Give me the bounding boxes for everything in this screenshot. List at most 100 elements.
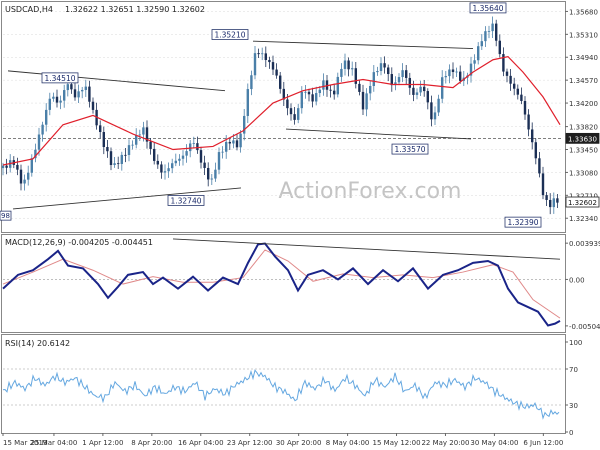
price-y-tick-label: 1.33820 xyxy=(569,124,598,132)
price-badge xyxy=(565,196,600,208)
candle-body xyxy=(250,75,253,90)
candle-body xyxy=(257,53,260,55)
candle-body xyxy=(196,143,199,151)
candle-body xyxy=(430,102,433,120)
macd-y-tick-label: 0.00 xyxy=(569,276,585,284)
candle-body xyxy=(45,109,48,125)
candle-body xyxy=(459,71,462,81)
candle-body xyxy=(41,124,44,135)
candle-body xyxy=(81,89,84,92)
candle-body xyxy=(495,23,498,41)
candle-body xyxy=(502,54,505,72)
candle-body xyxy=(405,70,408,78)
candle-body xyxy=(145,127,149,142)
candle-body xyxy=(27,172,30,180)
candle-body xyxy=(369,86,372,94)
candle-body xyxy=(401,70,404,78)
candle-body xyxy=(55,96,59,103)
candle-body xyxy=(135,135,138,145)
x-tick-label: 23 Apr 12:00 xyxy=(227,439,273,447)
candle-body xyxy=(160,164,163,173)
price-label-box xyxy=(41,72,79,84)
candle-body xyxy=(109,151,113,166)
watermark: ActionForex.com xyxy=(279,179,462,204)
candle-body xyxy=(304,91,307,93)
candle-body xyxy=(203,162,206,168)
candle-body xyxy=(124,154,127,156)
candle-body xyxy=(30,158,33,173)
candle-body xyxy=(315,93,318,102)
candle-body xyxy=(469,63,473,76)
candle-body xyxy=(171,163,174,169)
candle-body xyxy=(365,93,368,110)
candle-body xyxy=(70,84,73,90)
candle-body xyxy=(376,71,379,73)
candle-body xyxy=(77,91,80,98)
candle-body xyxy=(552,198,555,208)
candle-body xyxy=(387,67,390,75)
x-tick-label: 25 Mar 04:00 xyxy=(31,439,78,447)
candle-body xyxy=(455,71,458,73)
price-label-box xyxy=(211,29,249,40)
candle-body xyxy=(426,91,429,103)
candle-body xyxy=(451,69,455,73)
candle-body xyxy=(379,63,383,72)
candle-body xyxy=(531,129,534,143)
candle-body xyxy=(415,92,419,95)
candle-body xyxy=(282,88,285,100)
candle-body xyxy=(59,100,62,103)
candle-body xyxy=(541,173,545,196)
price-badge-label: 1.32602 xyxy=(568,199,597,207)
x-tick-label: 8 Apr 20:00 xyxy=(131,439,172,447)
candle-body xyxy=(286,99,289,109)
candle-body xyxy=(333,90,336,95)
candle-body xyxy=(343,60,347,69)
macd-y-tick-label: -0.005044 xyxy=(569,323,600,331)
x-tick-label: 1 Apr 12:00 xyxy=(82,439,123,447)
candle-body xyxy=(383,63,386,68)
candle-body xyxy=(167,168,170,172)
candle-body xyxy=(505,71,509,76)
candle-body xyxy=(16,164,19,170)
candle-body xyxy=(441,77,444,99)
candle-body xyxy=(19,169,23,184)
x-tick-label: 30 Apr 20:00 xyxy=(276,439,322,447)
price-header-symbol: USDCAD,H4 xyxy=(5,5,53,14)
candle-body xyxy=(354,68,357,84)
macd-line xyxy=(2,242,561,327)
x-tick-label: 30 May 04:00 xyxy=(470,439,518,447)
candle-body xyxy=(520,94,523,101)
candle-body xyxy=(307,91,311,95)
candle-body xyxy=(293,114,296,120)
price-badge xyxy=(565,132,600,144)
price-label: 1.33570 xyxy=(394,145,425,154)
candle-body xyxy=(185,151,188,156)
x-tick-label: 22 May 20:00 xyxy=(421,439,469,447)
price-label-box xyxy=(504,216,542,228)
price-y-tick-label: 1.35310 xyxy=(569,31,598,39)
candle-body xyxy=(106,147,109,152)
candle-body xyxy=(253,53,257,76)
macd-panel: 0.003939 0.00 -0.005044 xyxy=(2,238,600,331)
candle-body xyxy=(412,87,415,95)
candle-body xyxy=(48,98,51,110)
candle-body xyxy=(113,163,116,166)
candle-body xyxy=(351,68,354,70)
price-label-box xyxy=(167,195,205,206)
candle-body xyxy=(189,143,192,152)
candle-body xyxy=(556,198,559,203)
candle-body xyxy=(487,31,491,32)
candle-body xyxy=(117,163,120,165)
candle-body xyxy=(91,101,95,110)
candle-body xyxy=(153,148,156,161)
candle-body xyxy=(23,179,26,184)
candle-body xyxy=(178,158,181,161)
candle-body xyxy=(102,132,105,148)
candle-body xyxy=(279,75,282,89)
candle-body xyxy=(99,125,102,133)
candle-body xyxy=(73,89,77,98)
candle-body xyxy=(523,100,527,115)
macd-trendline xyxy=(172,238,561,260)
